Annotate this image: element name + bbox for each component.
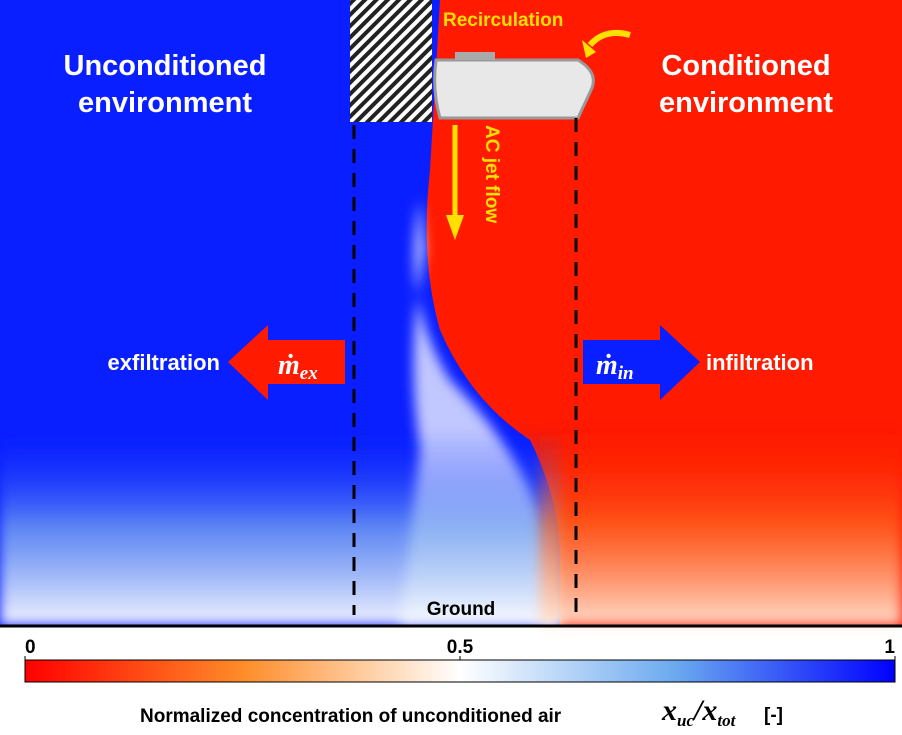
recirculation-arrow [587,30,631,48]
colorbar-gradient [24,659,896,683]
infiltration-label: infiltration [706,350,814,375]
infiltration-arrow [583,325,700,400]
right-title: Conditioned environment [659,50,833,119]
colorbar: 0 0.5 1 [24,637,896,683]
colorbar-tick-label: 0.5 [447,637,474,658]
colorbar-tick-label: 0 [25,637,36,658]
jet-label: AC jet flow [481,125,502,223]
m-ex: ṁex [278,350,318,384]
exfiltration-label: exfiltration [108,350,220,375]
left-title: Unconditioned environment [64,50,267,119]
exfiltration-arrow [228,325,345,400]
m-in: ṁin [596,350,634,384]
recirculation-label: Recirculation [443,10,563,31]
arrow-head [582,40,596,58]
arrow-head [446,215,464,240]
colorbar-unit: [-] [764,705,783,726]
colorbar-tick-label: 1 [884,637,895,658]
colorbar-symbol: xuc/xtot [661,694,737,730]
colorbar-caption: Normalized concentration of unconditione… [140,706,562,727]
ground-label: Ground [427,599,496,620]
vehicle [433,52,595,120]
